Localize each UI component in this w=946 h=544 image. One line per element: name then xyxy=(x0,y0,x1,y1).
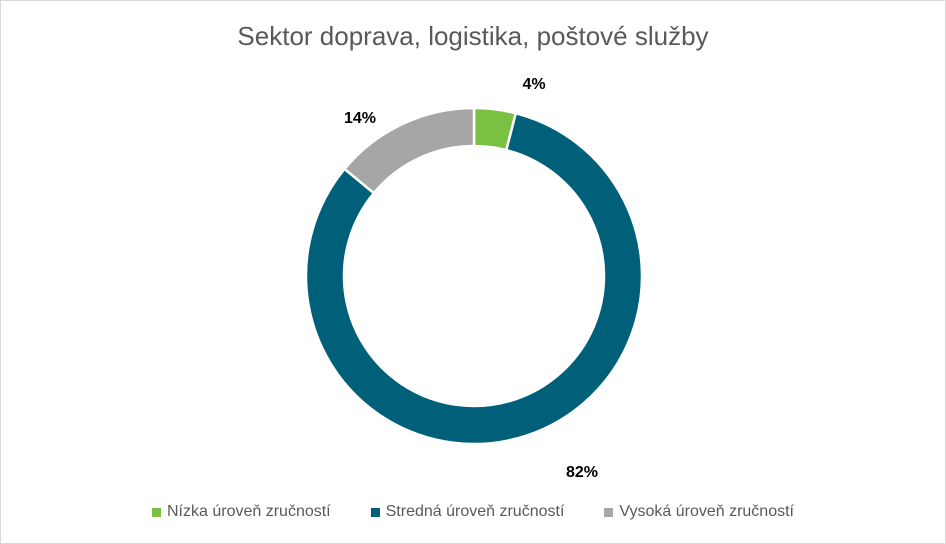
legend-item-stredna: Stredná úroveň zručností xyxy=(370,503,565,521)
donut-chart: 4% 82% 14% xyxy=(304,76,644,481)
legend-label-vysoka: Vysoká úroveň zručností xyxy=(619,503,794,520)
legend-label-stredna: Stredná úroveň zručností xyxy=(385,503,565,520)
chart-title: Sektor doprava, logistika, poštové služb… xyxy=(237,21,709,51)
data-label-nizka: 4% xyxy=(522,76,545,93)
donut-slice-vysoka xyxy=(342,106,476,195)
legend-item-vysoka: Vysoká úroveň zručností xyxy=(604,503,794,521)
data-label-stredna: 82% xyxy=(566,464,598,481)
legend-swatch-stredna xyxy=(370,507,380,517)
donut-slice-stredna xyxy=(304,111,644,446)
legend-item-nizka: Nízka úroveň zručností xyxy=(152,503,331,521)
legend-label-nizka: Nízka úroveň zručností xyxy=(167,503,331,520)
legend-swatch-vysoka xyxy=(604,507,614,517)
data-label-vysoka: 14% xyxy=(344,110,376,127)
legend-swatch-nizka xyxy=(152,507,161,517)
chart-legend: Nízka úroveň zručností Stredná úroveň zr… xyxy=(1,503,945,521)
